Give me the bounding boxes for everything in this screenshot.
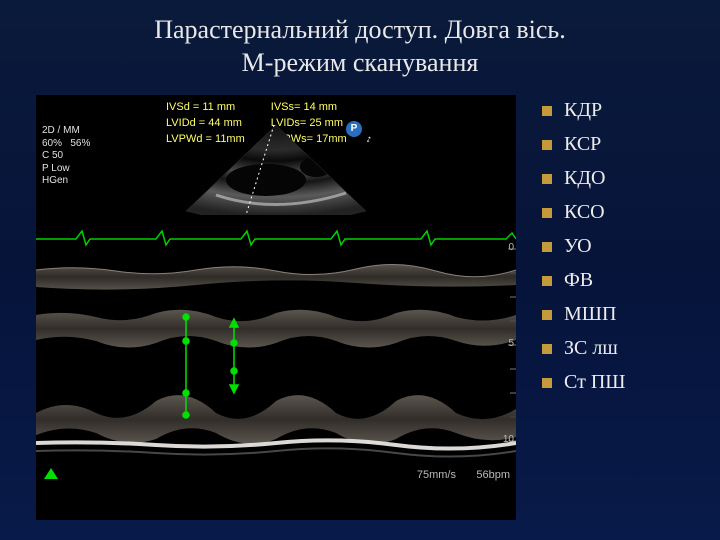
bullet-icon	[542, 310, 552, 320]
ultrasound-2d-sector	[176, 125, 376, 215]
readout-ivsd: IVSd = 11 mm	[166, 101, 245, 113]
label-c: C 50	[42, 150, 90, 163]
ultrasound-top-panel: IVSd = 11 mm LVIDd = 44 mm LVPWd = 11mm …	[36, 95, 516, 225]
depth-tick-0: 0	[508, 243, 514, 253]
list-item: УО	[542, 235, 684, 258]
bullet-list: КДР КСР КДО КСО УО ФВ МШП ЗС лш Ст ПШ	[542, 95, 684, 520]
bullet-text: Ст ПШ	[564, 371, 625, 394]
bullet-icon	[542, 276, 552, 286]
bullet-icon	[542, 174, 552, 184]
title-line-2: М-режим сканування	[242, 48, 479, 77]
content-row: IVSd = 11 mm LVIDd = 44 mm LVPWd = 11mm …	[36, 95, 684, 520]
bullet-text: КСР	[564, 133, 601, 156]
bullet-icon	[542, 378, 552, 388]
sweep-speed-label: 75mm/s	[417, 470, 456, 481]
bullet-icon	[542, 344, 552, 354]
m-mode-svg	[36, 225, 516, 485]
list-item: КСО	[542, 201, 684, 224]
bullet-icon	[542, 208, 552, 218]
readout-ivss: IVSs= 14 mm	[271, 101, 347, 113]
bullet-text: ФВ	[564, 269, 593, 292]
bullet-text: КСО	[564, 201, 605, 224]
ultrasound-figure: IVSd = 11 mm LVIDd = 44 mm LVPWd = 11mm …	[36, 95, 516, 520]
m-mode-bands	[36, 264, 516, 456]
list-item: МШП	[542, 303, 684, 326]
list-item: ЗС лш	[542, 337, 684, 360]
bullet-icon	[542, 242, 552, 252]
depth-tick-10: 10	[503, 435, 514, 445]
list-item: Ст ПШ	[542, 371, 684, 394]
bullet-text: КДО	[564, 167, 605, 190]
bullet-text: МШП	[564, 303, 616, 326]
bullet-text: КДР	[564, 99, 602, 122]
title-line-1: Парастернальний доступ. Довга вісь.	[154, 15, 566, 44]
ecg-trace	[36, 231, 516, 245]
bullet-text: ЗС лш	[564, 337, 618, 360]
ecg-trigger-icon	[44, 468, 58, 479]
label-pct1: 60%	[42, 138, 62, 149]
list-item: КДР	[542, 99, 684, 122]
label-p: P Low	[42, 163, 90, 176]
heart-rate-label: 56bpm	[476, 470, 510, 481]
slide-title: Парастернальний доступ. Довга вісь. М-ре…	[36, 14, 684, 79]
label-pct2: 56%	[70, 138, 90, 149]
list-item: КДО	[542, 167, 684, 190]
list-item: КСР	[542, 133, 684, 156]
bullet-text: УО	[564, 235, 592, 258]
m-mode-strip: 0 5 10 75mm/s 56bpm	[36, 225, 516, 485]
label-mode: 2D / MM	[42, 125, 90, 138]
bullet-icon	[542, 140, 552, 150]
scan-side-labels: 2D / MM 60% 56% C 50 P Low HGen	[42, 125, 90, 188]
bullet-icon	[542, 106, 552, 116]
list-item: ФВ	[542, 269, 684, 292]
label-hg: HGen	[42, 175, 90, 188]
depth-tick-5: 5	[508, 339, 514, 349]
